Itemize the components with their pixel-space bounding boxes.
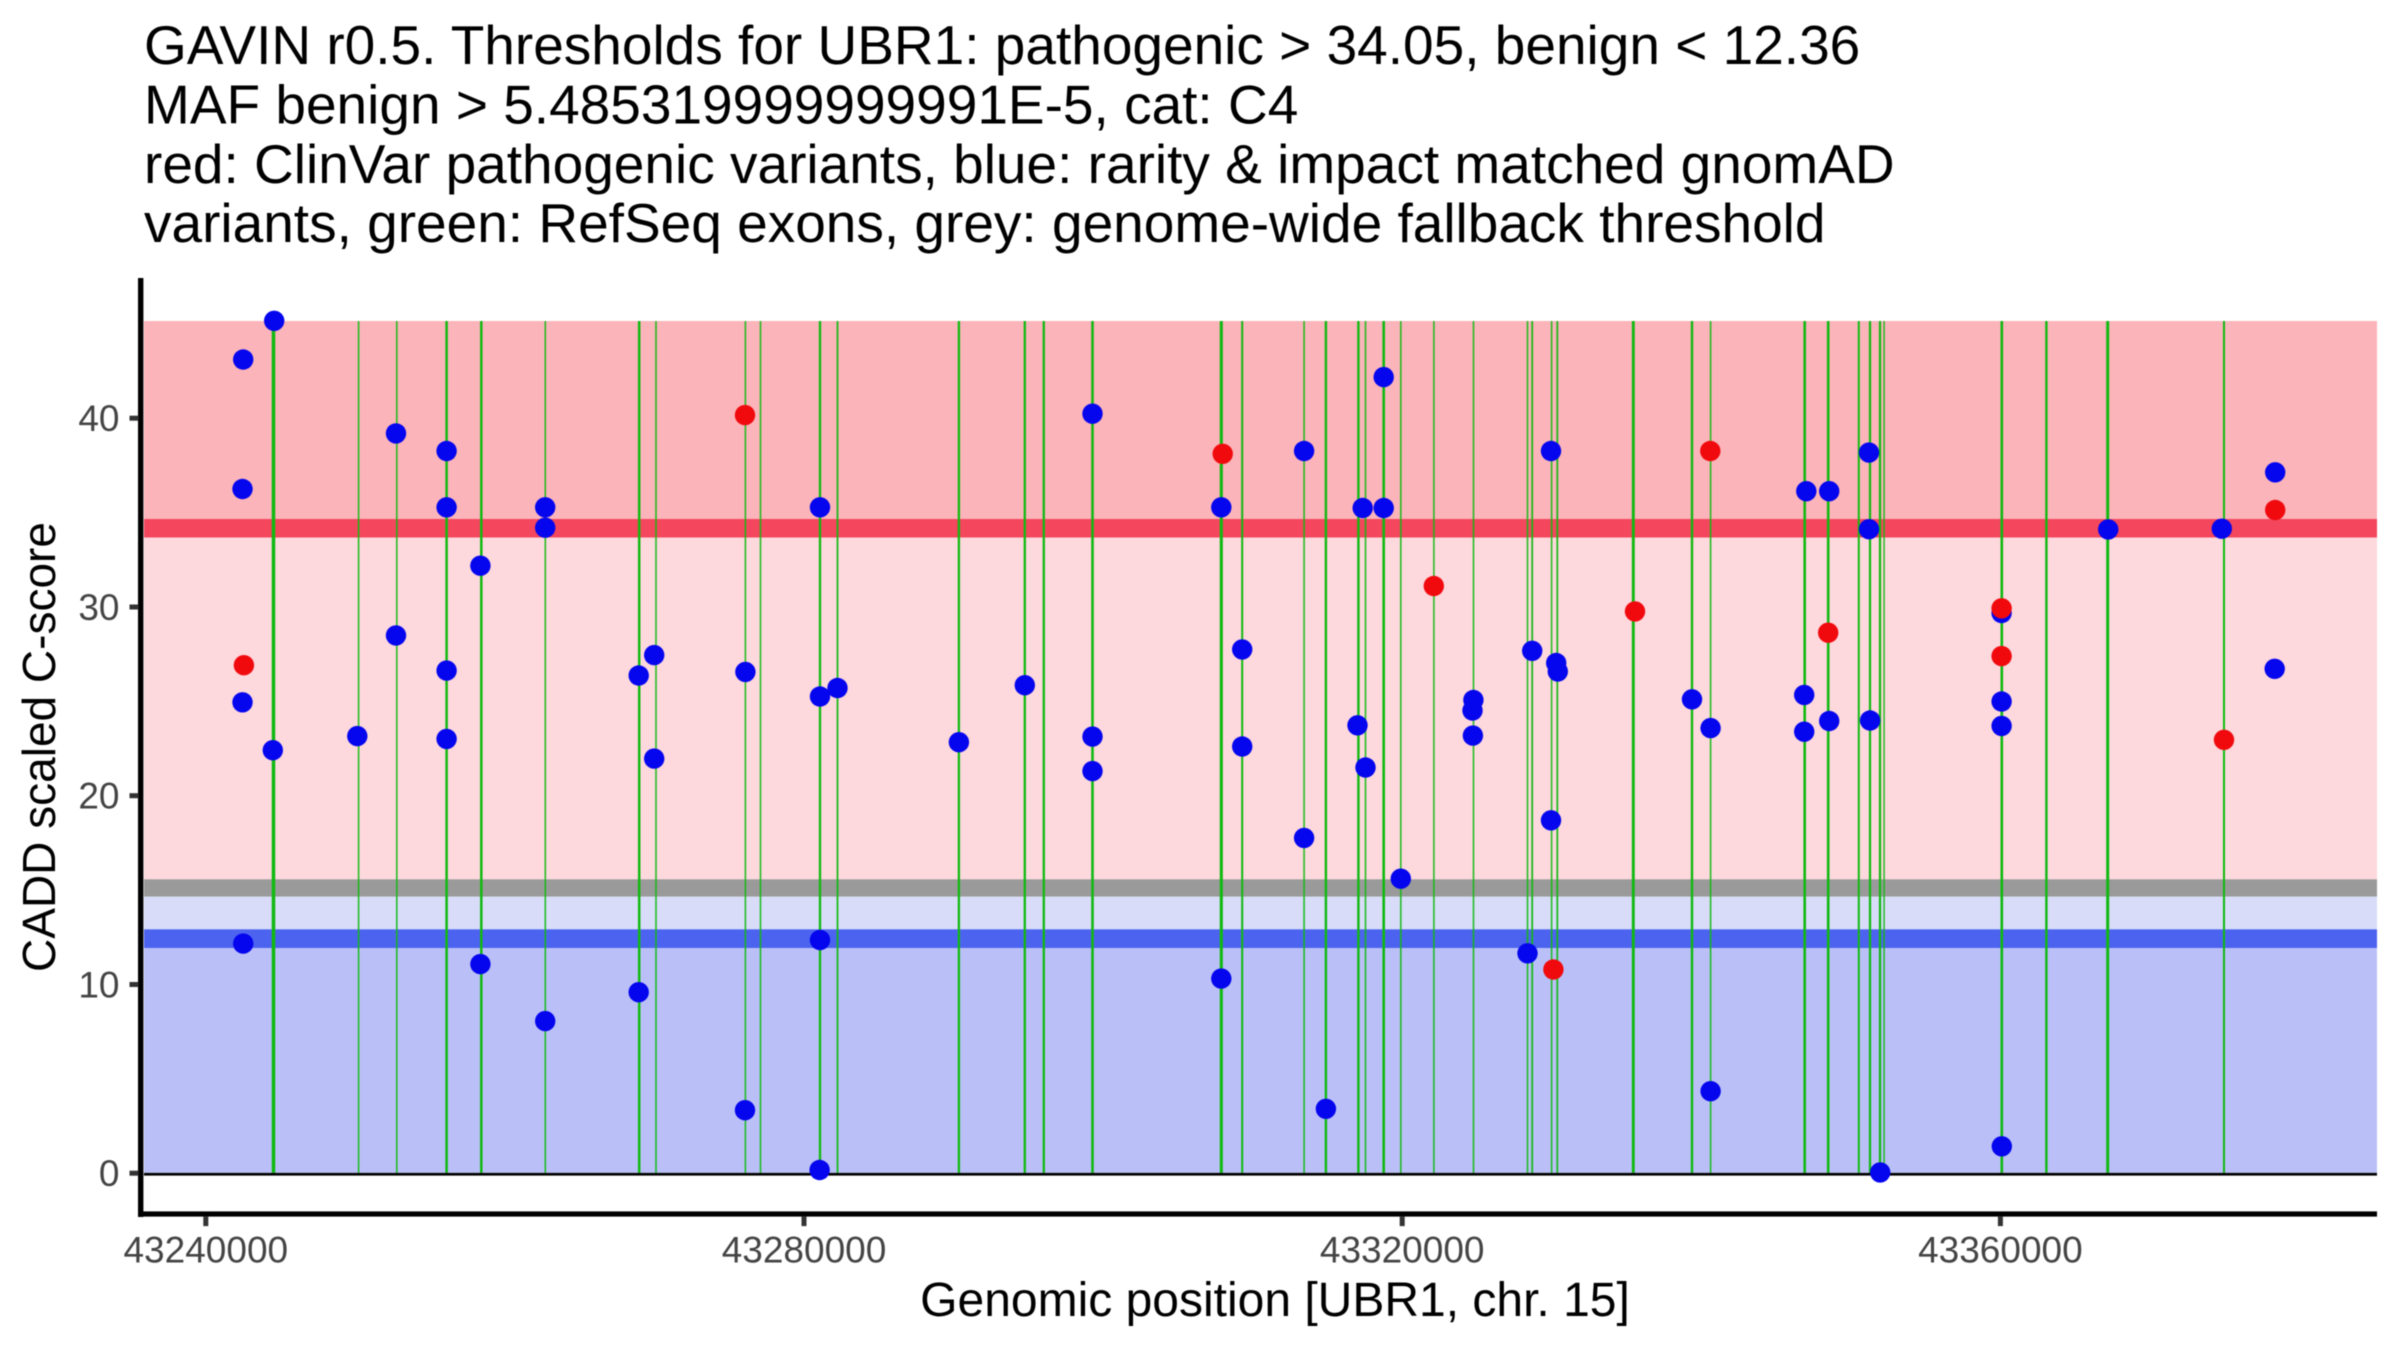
svg-text:0: 0 bbox=[99, 1153, 120, 1194]
svg-text:43360000: 43360000 bbox=[1918, 1230, 2083, 1271]
svg-text:30: 30 bbox=[78, 587, 119, 628]
svg-text:GAVIN r0.5. Thresholds for UBR: GAVIN r0.5. Thresholds for UBR1: pathoge… bbox=[144, 14, 1860, 76]
svg-text:43320000: 43320000 bbox=[1320, 1230, 1485, 1271]
svg-text:40: 40 bbox=[78, 398, 119, 439]
svg-text:CADD scaled C-score: CADD scaled C-score bbox=[13, 522, 65, 972]
svg-text:20: 20 bbox=[78, 776, 119, 817]
svg-text:red: ClinVar pathogenic varian: red: ClinVar pathogenic variants, blue: … bbox=[144, 133, 1895, 195]
svg-text:variants, green: RefSeq exons,: variants, green: RefSeq exons, grey: gen… bbox=[144, 192, 1825, 254]
svg-text:10: 10 bbox=[78, 965, 119, 1006]
svg-text:MAF benign > 5.485319999999991: MAF benign > 5.485319999999991E-5, cat: … bbox=[144, 73, 1298, 135]
svg-text:43280000: 43280000 bbox=[722, 1230, 887, 1271]
svg-text:Genomic position [UBR1, chr. 1: Genomic position [UBR1, chr. 15] bbox=[920, 1274, 1630, 1327]
svg-text:43240000: 43240000 bbox=[123, 1230, 288, 1271]
